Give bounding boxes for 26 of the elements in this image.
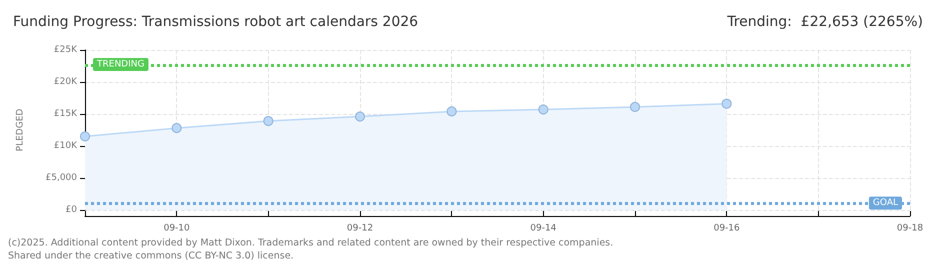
text: Shared under the creative commons (CC BY-NC 3.0) license.: [8, 250, 294, 262]
chart-title: Funding Progress: Transmissions robot art calendars 2026: [13, 14, 418, 30]
y-tick-label: £10K: [54, 141, 78, 151]
y-tick-label: £25K: [54, 45, 78, 55]
y-axis-title: PLEDGED: [16, 108, 26, 152]
x-tick-label: 09-18: [896, 224, 924, 234]
ref-line-label: TRENDING: [96, 60, 144, 70]
y-tick-label: £5,000: [46, 173, 78, 183]
point: [538, 104, 548, 115]
point: [80, 131, 90, 142]
point: [263, 116, 274, 126]
x-tick-label: 09-10: [164, 224, 190, 234]
chart-subtitle: Trending: £22,653 (2265%): [726, 14, 923, 30]
y-tick-label: £15K: [54, 109, 78, 119]
x-tick-label: 09-12: [346, 224, 374, 234]
y-tick-label: £20K: [54, 77, 78, 87]
point: [722, 98, 732, 109]
point: [172, 123, 182, 134]
x-tick-label: 09-14: [530, 224, 557, 234]
text: (c)2025. Additional content provided by Matt Dixon. Trademarks and related content are owned by their respective companies.: [8, 238, 614, 248]
point: [355, 112, 365, 122]
point: [446, 106, 457, 116]
y-tick-label: £0: [66, 205, 78, 215]
ref-line-label: GOAL: [872, 198, 898, 208]
x-tick-label: 09-16: [714, 224, 740, 234]
point: [630, 102, 640, 112]
